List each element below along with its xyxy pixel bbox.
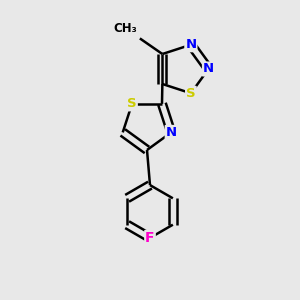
Text: N: N [203,62,214,76]
Text: S: S [186,87,196,100]
Text: N: N [185,38,197,51]
Text: N: N [166,126,177,139]
Text: S: S [127,98,137,110]
Text: F: F [145,231,155,245]
Text: CH₃: CH₃ [114,22,137,35]
